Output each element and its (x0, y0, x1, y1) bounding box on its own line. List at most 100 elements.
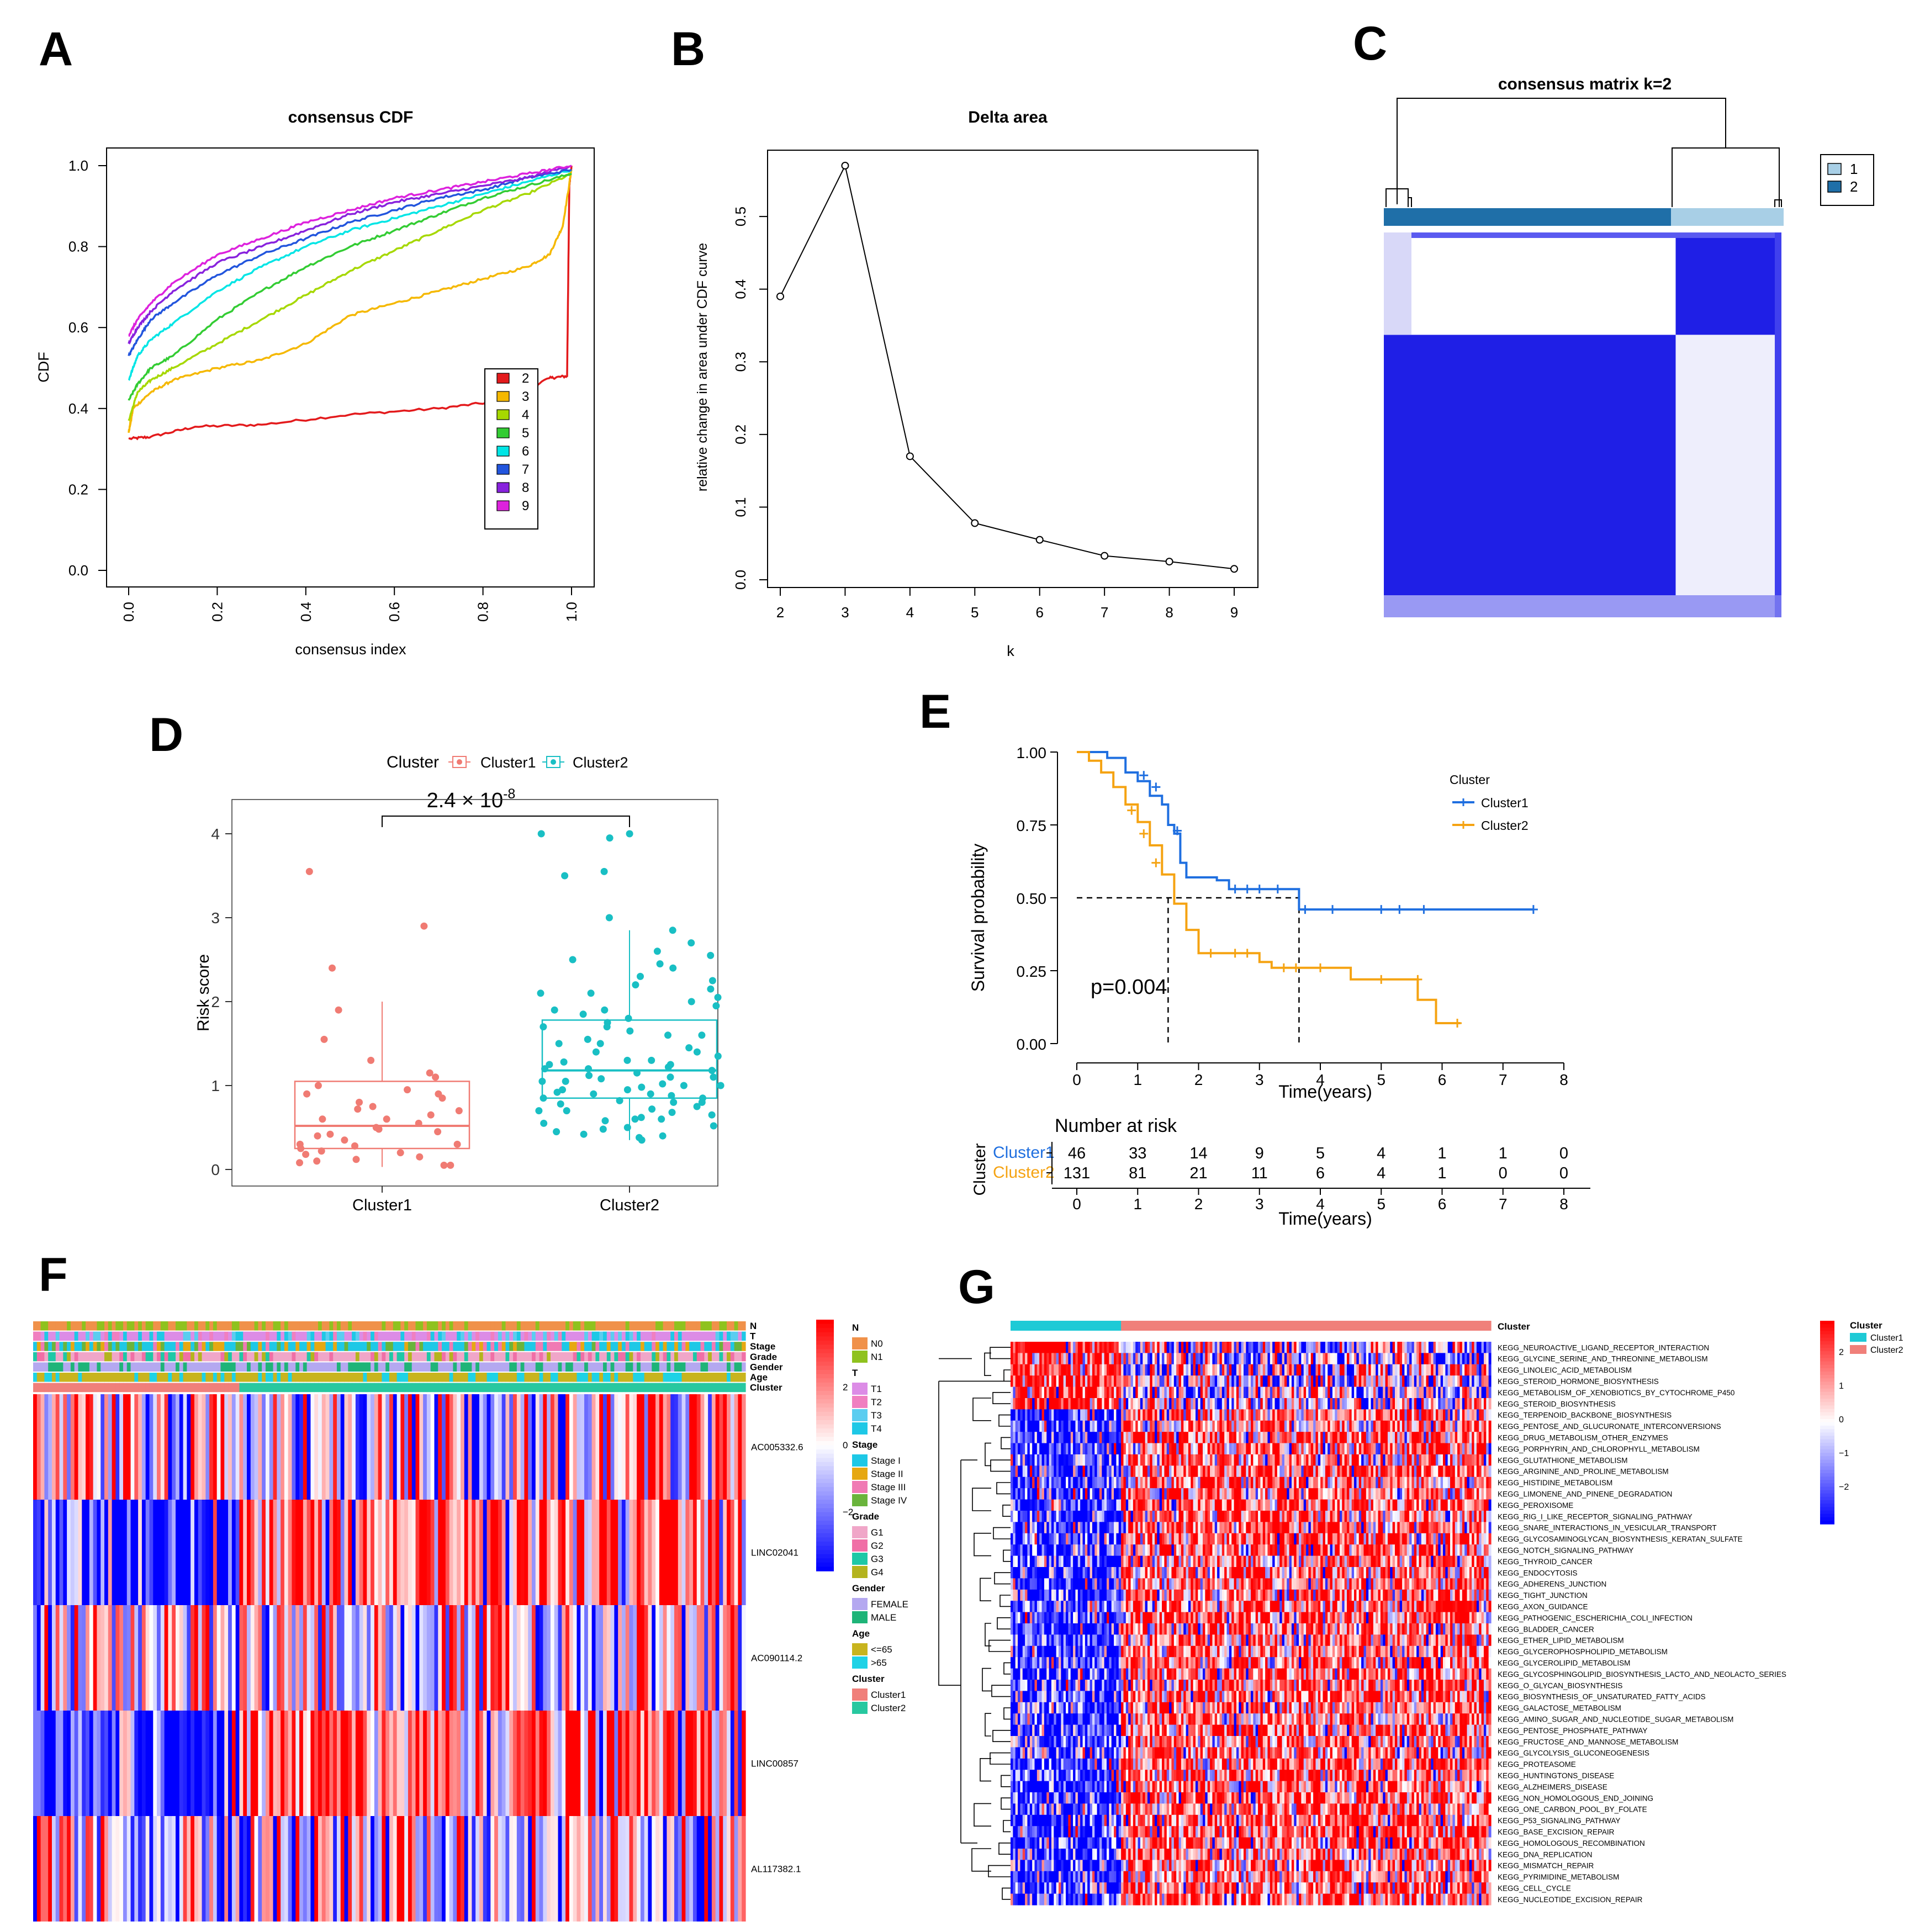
g-cell-5-171 (1421, 1398, 1424, 1410)
f-annot-3-68 (288, 1352, 293, 1362)
g-cell-7-140 (1347, 1420, 1350, 1432)
f-annot-0-46 (205, 1321, 210, 1331)
g-cell-8-40 (1107, 1432, 1109, 1444)
g-cell-4-11 (1036, 1386, 1040, 1399)
f-cell-3-129 (516, 1711, 521, 1816)
f-annot-0-60 (258, 1321, 262, 1331)
b-line (776, 162, 1238, 573)
f-annot-2-16 (93, 1342, 98, 1351)
g-cell-5-158 (1390, 1398, 1393, 1410)
f-cell-1-39 (179, 1500, 184, 1605)
f-annot-3-17 (97, 1352, 101, 1362)
d-point-1-29 (555, 1040, 563, 1047)
c-block-cluster2 (1384, 335, 1676, 595)
g-cell-1-131 (1325, 1353, 1328, 1365)
g-cell-1-31 (1085, 1353, 1088, 1365)
f-annot-2-85 (352, 1342, 356, 1351)
f-cell-4-171 (674, 1816, 679, 1922)
g-cell-6-81 (1205, 1409, 1208, 1421)
g-cell-9-136 (1337, 1443, 1340, 1455)
f-cell-2-141 (562, 1605, 566, 1711)
g-cell-8-172 (1424, 1432, 1427, 1444)
g-cell-5-31 (1085, 1398, 1088, 1410)
f-cell-0-161 (637, 1394, 641, 1500)
g-cell-4-120 (1299, 1386, 1302, 1399)
f-annot-1-163 (644, 1331, 649, 1341)
g-cell-4-22 (1063, 1386, 1066, 1399)
f-annot-2-57 (247, 1342, 251, 1351)
g-cell-6-41 (1109, 1409, 1112, 1421)
g-cell-8-140 (1347, 1432, 1350, 1444)
g-annot-51 (1133, 1321, 1136, 1331)
f-scale-seg-49 (816, 1525, 834, 1529)
g-cell-7-62 (1159, 1420, 1162, 1432)
g-cell-5-21 (1061, 1398, 1064, 1410)
g-cell-0-185 (1455, 1342, 1458, 1353)
f-annot-1-59 (254, 1331, 258, 1341)
f-annot-5-68 (288, 1373, 293, 1382)
f-annot-1-16 (93, 1331, 98, 1341)
g-cell-6-190 (1467, 1409, 1470, 1421)
g-annot-16 (1049, 1321, 1052, 1331)
f-annot-0-43 (194, 1321, 199, 1331)
g-cell-8-184 (1452, 1432, 1456, 1444)
f-cell-1-92 (378, 1500, 383, 1605)
g-cell-0-51 (1133, 1342, 1136, 1353)
e-censor-1-11 (1453, 1019, 1462, 1028)
f-cell-2-56 (243, 1605, 247, 1711)
f-annot-1-62 (265, 1331, 270, 1341)
g-cell-5-45 (1118, 1398, 1122, 1410)
g-cell-0-50 (1130, 1342, 1134, 1353)
g-cell-6-125 (1310, 1409, 1314, 1421)
g-cell-7-144 (1356, 1420, 1360, 1432)
g-cell-2-177 (1435, 1364, 1439, 1376)
g-cell-9-100 (1251, 1443, 1254, 1455)
g-cell-3-62 (1159, 1375, 1162, 1388)
g-cell-4-29 (1080, 1386, 1083, 1399)
f-cell-3-174 (685, 1711, 690, 1816)
g-cell-8-182 (1447, 1432, 1451, 1444)
e-xtick-label-8: 8 (1559, 1071, 1568, 1088)
f-annot-2-36 (168, 1342, 172, 1351)
f-cell-2-48 (213, 1605, 218, 1711)
b-title: Delta area (968, 108, 1048, 126)
g-cell-6-58 (1150, 1409, 1153, 1421)
f-annot-1-41 (187, 1331, 191, 1341)
f-annot-4-136 (543, 1362, 547, 1372)
f-annot-2-76 (318, 1342, 322, 1351)
f-annot-0-145 (577, 1321, 581, 1331)
d-point-1-51 (540, 1094, 547, 1102)
f-annot-1-178 (700, 1331, 705, 1341)
g-cell-1-5 (1022, 1353, 1025, 1365)
f-cell-3-8 (63, 1711, 67, 1816)
g-cell-2-81 (1205, 1364, 1208, 1376)
g-cell-5-63 (1162, 1398, 1165, 1410)
g-cell-0-24 (1068, 1342, 1071, 1353)
g-cell-4-26 (1073, 1386, 1076, 1399)
g-cell-3-78 (1198, 1375, 1201, 1388)
g-cell-1-45 (1118, 1353, 1122, 1365)
g-annot-196 (1481, 1321, 1484, 1331)
f-cell-4-5 (51, 1816, 56, 1922)
f-cell-4-185 (727, 1816, 731, 1922)
g-cell-4-176 (1433, 1386, 1436, 1399)
g-cell-9-128 (1318, 1443, 1321, 1455)
f-annot-6-131 (524, 1383, 528, 1393)
e-risk-xtick-label-0: 0 (1072, 1195, 1081, 1213)
f-annot-4-144 (573, 1362, 578, 1372)
g-cell-3-5 (1022, 1375, 1025, 1388)
f-cell-0-143 (569, 1394, 574, 1500)
f-annot-0-178 (700, 1321, 705, 1331)
f-annot-0-132 (528, 1321, 532, 1331)
f-cell-0-79 (329, 1394, 334, 1500)
f-annot-4-134 (535, 1362, 540, 1372)
g-cell-9-27 (1075, 1443, 1078, 1455)
f-cell-3-91 (374, 1711, 379, 1816)
f-cell-1-168 (663, 1500, 668, 1605)
g-cell-7-101 (1253, 1420, 1256, 1432)
g-cell-0-197 (1483, 1342, 1487, 1353)
f-annot-5-42 (191, 1373, 195, 1382)
f-cell-3-80 (333, 1711, 337, 1816)
g-cell-5-130 (1323, 1398, 1326, 1410)
